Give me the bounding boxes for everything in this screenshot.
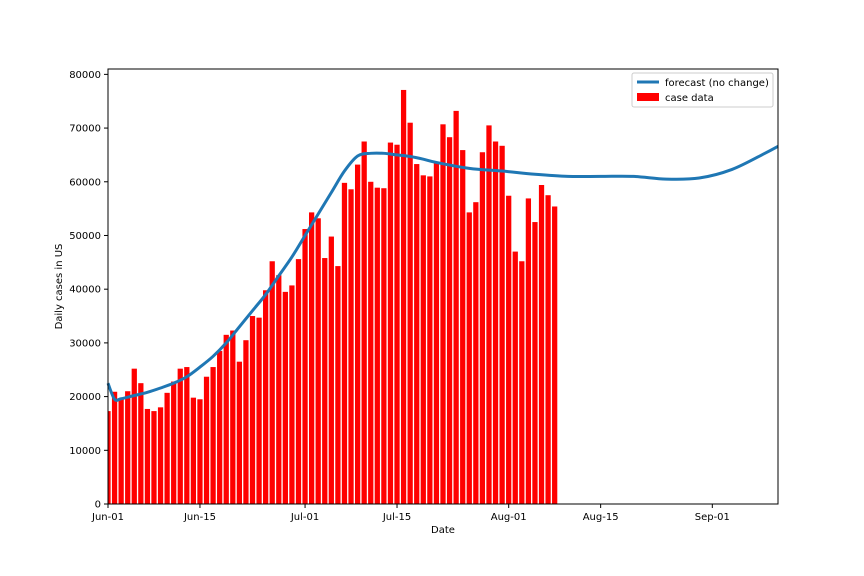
bar xyxy=(446,137,453,504)
bar xyxy=(282,291,288,504)
bar xyxy=(256,317,262,504)
bar xyxy=(177,368,183,504)
x-tick-label: Jul-15 xyxy=(382,512,411,523)
bar xyxy=(368,181,374,504)
bar xyxy=(138,383,144,504)
bar xyxy=(263,290,269,504)
bar xyxy=(374,187,380,504)
bar xyxy=(125,391,131,504)
legend-bar-swatch xyxy=(637,93,659,101)
bar xyxy=(506,195,512,505)
x-axis-ticks: Jun-01 Jun-15 Jul-01 Jul-15 Aug-01 Aug-15 Sep-… xyxy=(91,504,730,523)
bar xyxy=(144,408,151,504)
y-tick-label: 70000 xyxy=(69,124,101,135)
bar xyxy=(151,411,157,504)
y-tick-label: 20000 xyxy=(69,392,101,403)
bar xyxy=(243,340,249,504)
bar xyxy=(473,202,479,504)
bar xyxy=(335,266,341,504)
x-tick-label: Sep-01 xyxy=(695,512,730,523)
bar xyxy=(111,391,118,504)
bar xyxy=(348,189,354,504)
bar xyxy=(552,206,558,504)
bar xyxy=(190,397,197,504)
bar xyxy=(157,407,164,504)
bar xyxy=(203,376,210,504)
bar xyxy=(354,164,361,504)
bar xyxy=(414,164,420,505)
legend-line-label: forecast (no change) xyxy=(665,78,769,89)
bar xyxy=(184,367,190,504)
bar xyxy=(466,212,472,504)
y-tick-label: 50000 xyxy=(69,231,101,242)
bar xyxy=(492,141,499,504)
bar xyxy=(341,182,348,504)
bar xyxy=(394,144,400,504)
bar xyxy=(328,236,334,505)
bar xyxy=(131,368,137,504)
bar xyxy=(433,162,440,504)
bar xyxy=(400,89,407,504)
bar xyxy=(381,188,387,504)
y-tick-label: 60000 xyxy=(69,177,101,188)
bar xyxy=(427,176,433,504)
bar xyxy=(223,334,229,504)
bar xyxy=(453,110,459,504)
bar xyxy=(217,350,223,504)
y-tick-label: 30000 xyxy=(69,338,101,349)
bar xyxy=(538,185,545,504)
bar xyxy=(479,152,486,505)
bar xyxy=(322,258,328,504)
bar xyxy=(289,285,295,504)
bar xyxy=(420,175,426,505)
forecast-line-group xyxy=(106,145,779,402)
bar xyxy=(210,367,216,504)
y-axis-label: Daily cases in US xyxy=(54,244,65,330)
bar xyxy=(295,259,302,504)
bar-group xyxy=(108,89,558,505)
bar xyxy=(525,198,532,505)
y-tick-label: 0 xyxy=(95,500,101,511)
bar xyxy=(164,392,170,504)
bar xyxy=(315,218,321,504)
x-tick-label: Jun-01 xyxy=(91,512,124,523)
forecast-line xyxy=(106,145,779,402)
y-tick-label: 80000 xyxy=(69,70,101,81)
bar xyxy=(387,142,394,504)
bar xyxy=(171,381,177,504)
bar xyxy=(108,411,111,504)
plot-frame xyxy=(107,68,779,505)
bar xyxy=(309,212,315,504)
bar xyxy=(249,316,256,504)
bar xyxy=(532,222,538,505)
legend-bar-label: case data xyxy=(665,93,714,104)
bar xyxy=(545,195,551,504)
bar xyxy=(499,145,505,504)
legend-box xyxy=(631,72,774,108)
y-tick-label: 10000 xyxy=(69,446,101,457)
legend: forecast (no change) case data xyxy=(631,72,774,108)
x-tick-label: Jul-01 xyxy=(290,512,319,523)
x-tick-label: Aug-15 xyxy=(583,512,619,523)
bar xyxy=(197,399,203,504)
bar xyxy=(460,150,466,504)
bar xyxy=(118,399,124,504)
bar xyxy=(512,251,518,504)
x-tick-label: Aug-01 xyxy=(491,512,527,523)
y-axis-ticks: 0 10000 20000 30000 40000 50000 60000 70000 8000… xyxy=(69,70,108,511)
y-tick-label: 40000 xyxy=(69,285,101,296)
bar xyxy=(276,275,282,504)
bar xyxy=(519,261,525,504)
x-axis-label: Date xyxy=(431,525,455,536)
bar xyxy=(361,141,367,504)
bar xyxy=(440,124,446,504)
bar xyxy=(407,122,413,504)
x-tick-label: Jun-15 xyxy=(183,512,216,523)
bar xyxy=(236,361,242,504)
bar xyxy=(486,125,492,504)
bar xyxy=(230,330,236,504)
bar xyxy=(269,261,275,504)
bar xyxy=(302,229,308,504)
